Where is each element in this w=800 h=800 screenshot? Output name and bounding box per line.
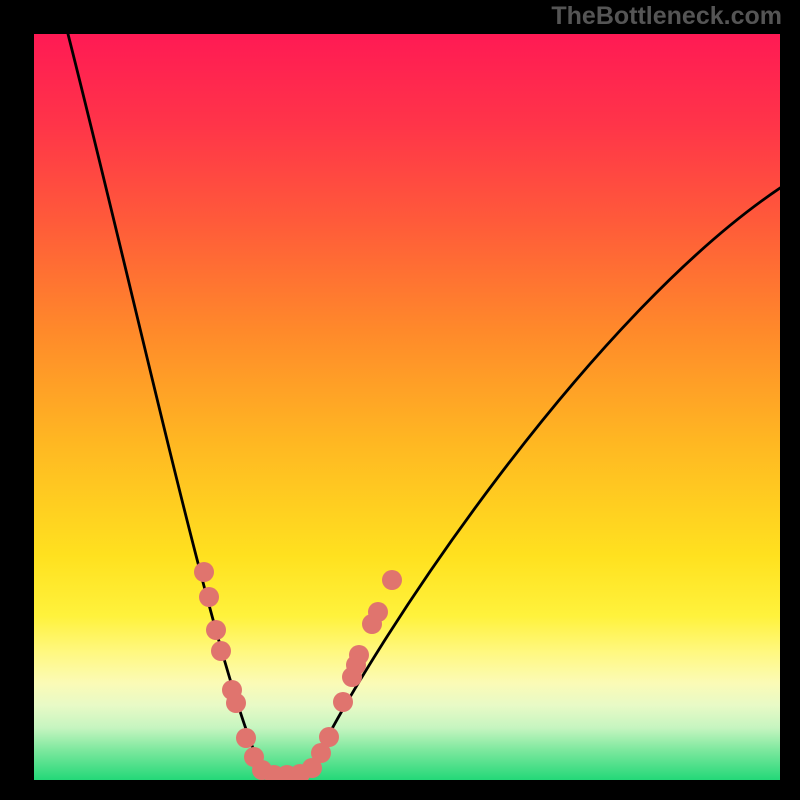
watermark-text: TheBottleneck.com [551, 2, 782, 31]
curve-marker [349, 645, 369, 665]
curve-marker [226, 693, 246, 713]
curve-marker [206, 620, 226, 640]
curve-markers-layer [34, 34, 780, 780]
curve-marker [236, 728, 256, 748]
plot-area [34, 34, 780, 780]
curve-marker [333, 692, 353, 712]
curve-marker [368, 602, 388, 622]
curve-marker [211, 641, 231, 661]
curve-marker [382, 570, 402, 590]
chart-frame: TheBottleneck.com [0, 0, 800, 800]
curve-marker [194, 562, 214, 582]
curve-marker [199, 587, 219, 607]
curve-marker [319, 727, 339, 747]
